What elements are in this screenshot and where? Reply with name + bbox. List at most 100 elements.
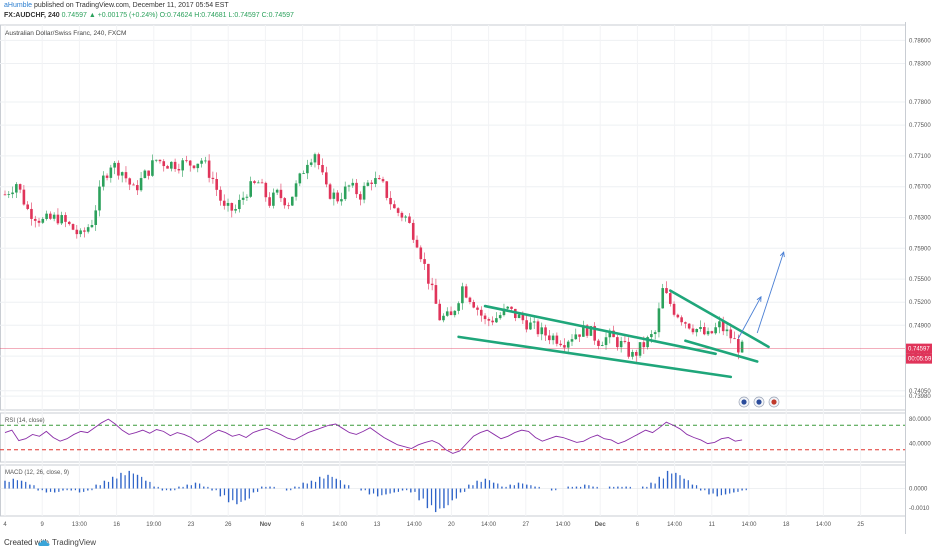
candle-body [294,183,298,197]
candle-body [86,227,90,232]
candle-body [302,173,305,175]
candle-body [529,322,532,330]
x-tick-label: 20 [448,522,455,528]
candle-body [415,239,419,248]
candle-body [336,192,339,202]
symbol-label: FX:AUDCHF, 240 [4,12,60,19]
y-tick-label: 0.78300 [909,62,931,68]
candle-body [457,303,460,311]
candle-body [249,181,252,197]
candle-body [593,326,596,341]
candle-body [733,338,736,340]
projection-arrow[interactable] [756,252,785,334]
candle-body [18,184,22,190]
candle-body [90,224,94,228]
candle-body [332,192,336,199]
candle-body [427,263,430,284]
ohlc-close: C:0.74597 [261,12,294,19]
candle-body [185,160,188,162]
arrow-head [779,251,785,258]
trendline[interactable] [668,289,770,349]
x-tick-label: 13 [374,522,381,528]
candle-body [22,189,26,205]
candle-body [468,297,472,303]
candle-body [555,335,559,344]
candle-body [684,322,687,324]
candle-body [154,159,158,161]
trendline[interactable] [457,335,733,379]
candle-body [101,175,105,187]
candle-body [453,310,457,316]
candle-body [404,216,407,218]
candle-body [672,303,676,315]
rsi-y-tick: 80.0000 [909,417,931,423]
publisher-name[interactable]: aHumble [4,2,33,9]
rsi-y-tick: 40.0000 [909,442,931,448]
published-text: published on TradingView.com, December 1… [33,2,229,9]
candle-body [548,335,551,341]
candle-body [298,173,302,184]
candle-body [340,199,343,202]
candle-body [226,203,230,206]
x-tick-label: 27 [522,522,529,528]
last-price: 0.74597 [61,12,87,19]
candle-body [381,179,385,182]
candle-body [359,194,362,200]
candle-body [665,288,668,294]
candle-body [544,327,547,336]
candle-body [120,172,124,176]
x-tick-label: 9 [41,522,45,528]
candle-body [721,321,725,332]
chart-canvas[interactable]: 0.78600 0.78300 0.77800 0.77500 0.77100 0.767… [0,22,932,534]
candle-body [241,197,245,200]
candle-body [600,345,604,346]
candle-body [740,341,744,353]
candle-body [136,185,139,191]
candle-body [623,340,627,342]
candle-body [525,320,528,330]
macd-label: MACD (12, 26, close, 9) [5,470,69,476]
candle-body [411,222,415,240]
candle-body [699,326,702,330]
candles-group [3,152,744,363]
tradingview-brand[interactable]: TradingView [52,538,97,547]
candle-body [151,160,154,176]
projection-arrow[interactable] [737,296,762,339]
candle-body [563,345,566,348]
candle-body [15,184,18,193]
candle-body [718,321,721,328]
candle-body [574,334,578,340]
candle-body [268,197,271,206]
candle-body [687,323,691,329]
candle-body [158,159,162,162]
candle-body [653,332,657,335]
candle-body [64,215,67,222]
candle-body [166,166,169,169]
x-tick-label: 18 [783,522,790,528]
candle-body [506,306,510,309]
candle-body [230,203,234,211]
symbol-line: FX:AUDCHF, 240 0.74597 ▲ +0.00175 (+0.24… [4,11,294,20]
chart-title: Australian Dollar/Swiss Franc, 240, FXCM [5,30,126,37]
candle-body [37,220,41,223]
candle-body [616,337,619,348]
trendline[interactable] [483,304,717,356]
trendline[interactable] [684,339,759,363]
candle-body [279,189,283,199]
candle-body [408,216,411,223]
candle-body [355,182,358,195]
candle-body [642,342,646,348]
y-tick-label: 0.78600 [909,38,931,44]
x-tick-label: 14:00 [407,522,423,528]
candle-body [192,165,196,169]
candle-body [94,210,98,225]
candle-body [215,179,218,190]
y-tick-label: 0.75900 [909,246,931,252]
candle-body [79,230,82,235]
x-tick-label: 4 [3,522,7,528]
x-tick-label: Dec [595,522,607,528]
candle-body [502,308,506,316]
x-tick-label: 11 [709,522,716,528]
candle-body [559,343,562,346]
candle-body [238,199,241,210]
